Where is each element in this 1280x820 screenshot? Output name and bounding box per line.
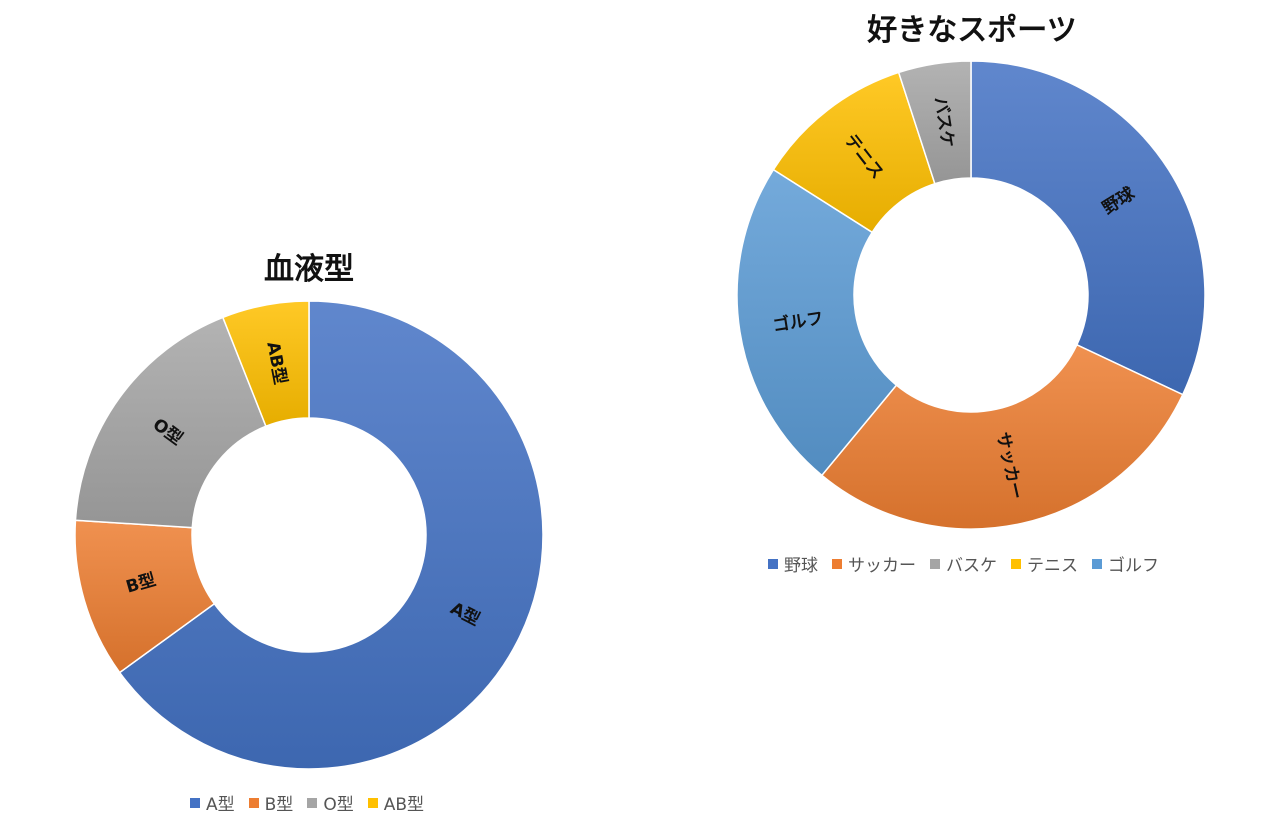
legend-item: サッカー <box>832 551 916 576</box>
slice-AB型 <box>221 300 310 428</box>
slice-サッカー <box>820 343 1184 530</box>
legend-label: ゴルフ <box>1108 556 1159 576</box>
legend-swatch <box>190 797 200 808</box>
legend-swatch <box>307 797 318 808</box>
chart-legend: 野球 サッカー バスケ テニス ゴルフ <box>768 551 1159 576</box>
slice-O型 <box>74 316 267 529</box>
slice-A型 <box>118 300 544 770</box>
legend-label: O型 <box>323 795 354 815</box>
legend-item: B型 <box>248 790 294 815</box>
legend-label: 野球 <box>784 556 818 576</box>
legend-label: バスケ <box>946 556 997 576</box>
legend-swatch <box>1092 558 1102 569</box>
legend-label: サッカー <box>848 556 916 576</box>
legend-item: バスケ <box>930 551 997 576</box>
slice-ゴルフ <box>736 168 898 477</box>
legend-item: ゴルフ <box>1092 551 1159 576</box>
legend-label: テニス <box>1027 556 1078 576</box>
chart-title: 好きなスポーツ <box>867 13 1077 48</box>
slice-野球 <box>970 60 1206 396</box>
blood-type-chart: 血液型 A型 B型 O型 AB型 A型 B型 O型 AB型 <box>74 252 544 815</box>
legend-item: テニス <box>1011 551 1078 576</box>
chart-legend: A型 B型 O型 AB型 <box>190 790 424 815</box>
slice-バスケ <box>897 60 972 185</box>
legend-label: A型 <box>206 795 235 815</box>
legend-swatch <box>832 558 842 569</box>
legend-item: O型 <box>307 790 354 815</box>
legend-item: AB型 <box>367 790 424 815</box>
legend-item: 野球 <box>768 551 818 576</box>
chart-title: 血液型 <box>264 252 354 287</box>
legend-swatch <box>768 558 778 569</box>
legend-swatch <box>1011 558 1021 569</box>
legend-label: AB型 <box>383 795 424 815</box>
legend-swatch <box>930 558 940 569</box>
legend-swatch <box>367 797 378 808</box>
legend-label: B型 <box>264 795 294 815</box>
legend-swatch <box>248 797 259 808</box>
legend-item: A型 <box>190 790 235 815</box>
